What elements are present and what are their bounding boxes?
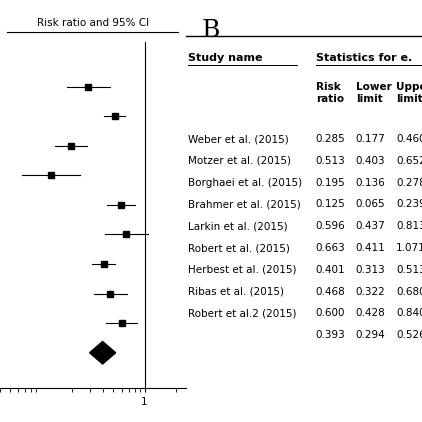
Text: B: B xyxy=(202,19,220,42)
Text: 1.071: 1.071 xyxy=(396,243,422,253)
Text: 0.285: 0.285 xyxy=(316,134,345,144)
Text: Lower
limit: Lower limit xyxy=(356,82,392,103)
Text: 0.401: 0.401 xyxy=(316,265,345,275)
Text: 0.840: 0.840 xyxy=(396,308,422,319)
Text: Statistics for e.: Statistics for e. xyxy=(316,53,412,62)
Text: 0.125: 0.125 xyxy=(316,200,345,209)
Text: Brahmer et al. (2015): Brahmer et al. (2015) xyxy=(188,200,301,209)
Text: 0.652: 0.652 xyxy=(396,156,422,166)
Text: Motzer et al. (2015): Motzer et al. (2015) xyxy=(188,156,291,166)
Text: 0.428: 0.428 xyxy=(356,308,386,319)
Text: 0.437: 0.437 xyxy=(356,221,386,231)
Text: Upper
limit: Upper limit xyxy=(396,82,422,103)
Text: 0.813: 0.813 xyxy=(396,221,422,231)
Text: Robert et al. (2015): Robert et al. (2015) xyxy=(188,243,290,253)
Text: Ribas et al. (2015): Ribas et al. (2015) xyxy=(188,287,284,297)
Text: 0.468: 0.468 xyxy=(316,287,345,297)
Text: 0.526: 0.526 xyxy=(396,330,422,340)
Text: 0.403: 0.403 xyxy=(356,156,385,166)
Text: Larkin et al. (2015): Larkin et al. (2015) xyxy=(188,221,288,231)
Text: Risk
ratio: Risk ratio xyxy=(316,82,344,103)
Text: 0.663: 0.663 xyxy=(316,243,345,253)
Text: 0.136: 0.136 xyxy=(356,178,386,188)
Text: 0.195: 0.195 xyxy=(316,178,345,188)
Text: 0.239: 0.239 xyxy=(396,200,422,209)
Text: Study name: Study name xyxy=(188,53,262,62)
Text: 0.322: 0.322 xyxy=(356,287,386,297)
Text: 0.460: 0.460 xyxy=(396,134,422,144)
Text: Borghaei et al. (2015): Borghaei et al. (2015) xyxy=(188,178,302,188)
Text: 0.393: 0.393 xyxy=(316,330,345,340)
Text: 0.278: 0.278 xyxy=(396,178,422,188)
Polygon shape xyxy=(89,341,116,364)
Text: 0.313: 0.313 xyxy=(356,265,386,275)
Text: Robert et al.2 (2015): Robert et al.2 (2015) xyxy=(188,308,297,319)
Text: 0.411: 0.411 xyxy=(356,243,386,253)
Text: Risk ratio and 95% CI: Risk ratio and 95% CI xyxy=(37,19,149,28)
Text: 0.680: 0.680 xyxy=(396,287,422,297)
Text: 0.065: 0.065 xyxy=(356,200,385,209)
Text: 0.513: 0.513 xyxy=(396,265,422,275)
Text: 0.596: 0.596 xyxy=(316,221,345,231)
Text: 0.513: 0.513 xyxy=(316,156,345,166)
Text: 0.600: 0.600 xyxy=(316,308,345,319)
Text: 0.177: 0.177 xyxy=(356,134,386,144)
Text: Weber et al. (2015): Weber et al. (2015) xyxy=(188,134,289,144)
Text: 0.294: 0.294 xyxy=(356,330,386,340)
Text: Herbest et al. (2015): Herbest et al. (2015) xyxy=(188,265,297,275)
